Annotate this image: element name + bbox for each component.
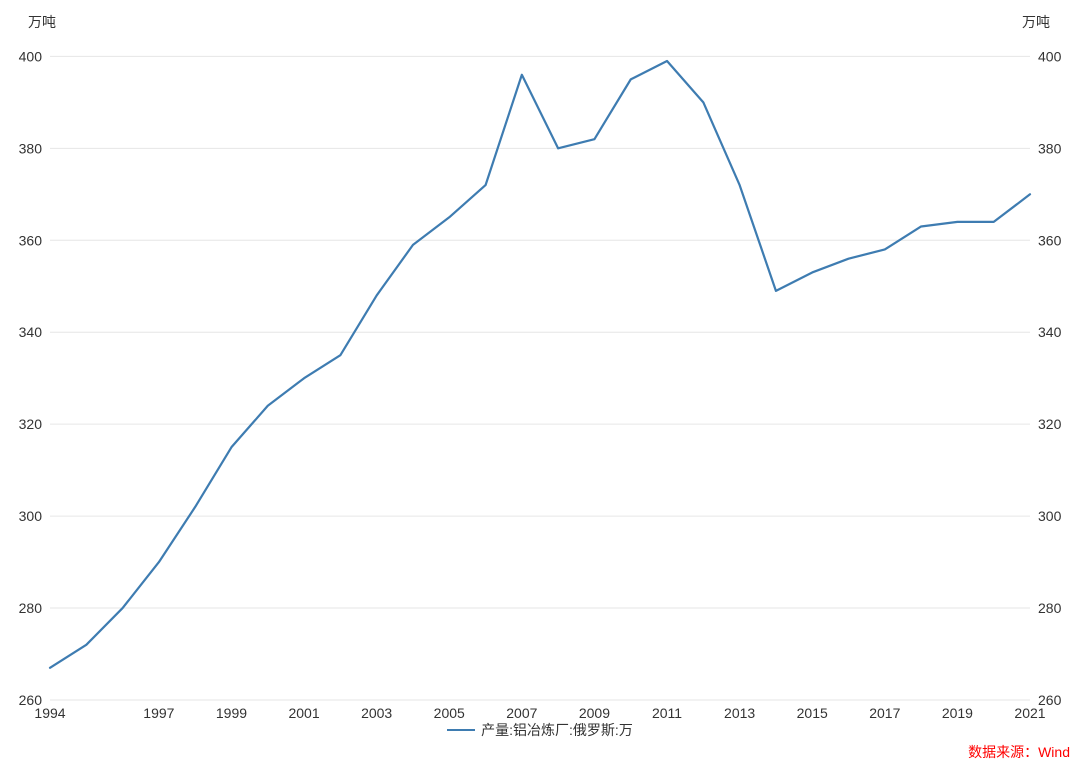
line-chart: 2602602802803003003203203403403603603803…	[0, 0, 1080, 766]
y-tick-right: 280	[1038, 600, 1062, 616]
y-tick-right: 300	[1038, 508, 1062, 524]
y-tick-left: 280	[19, 600, 43, 616]
chart-container: 万吨 万吨 2602602802803003003203203403403603…	[0, 0, 1080, 766]
y-tick-right: 340	[1038, 324, 1062, 340]
legend-label: 产量:铝冶炼厂:俄罗斯:万	[481, 720, 633, 740]
y-tick-right: 380	[1038, 140, 1062, 156]
y-tick-left: 400	[19, 48, 43, 64]
y-tick-left: 300	[19, 508, 43, 524]
y-tick-right: 320	[1038, 416, 1062, 432]
y-axis-unit-left: 万吨	[28, 12, 56, 32]
chart-legend: 产量:铝冶炼厂:俄罗斯:万	[0, 718, 1080, 740]
y-tick-right: 400	[1038, 48, 1062, 64]
y-tick-left: 360	[19, 232, 43, 248]
y-tick-right: 360	[1038, 232, 1062, 248]
y-tick-left: 340	[19, 324, 43, 340]
y-tick-left: 320	[19, 416, 43, 432]
y-tick-left: 380	[19, 140, 43, 156]
legend-item: 产量:铝冶炼厂:俄罗斯:万	[447, 720, 633, 740]
data-source-label: 数据来源：Wind	[968, 742, 1070, 762]
legend-swatch	[447, 729, 475, 731]
y-axis-unit-right: 万吨	[1022, 12, 1050, 32]
